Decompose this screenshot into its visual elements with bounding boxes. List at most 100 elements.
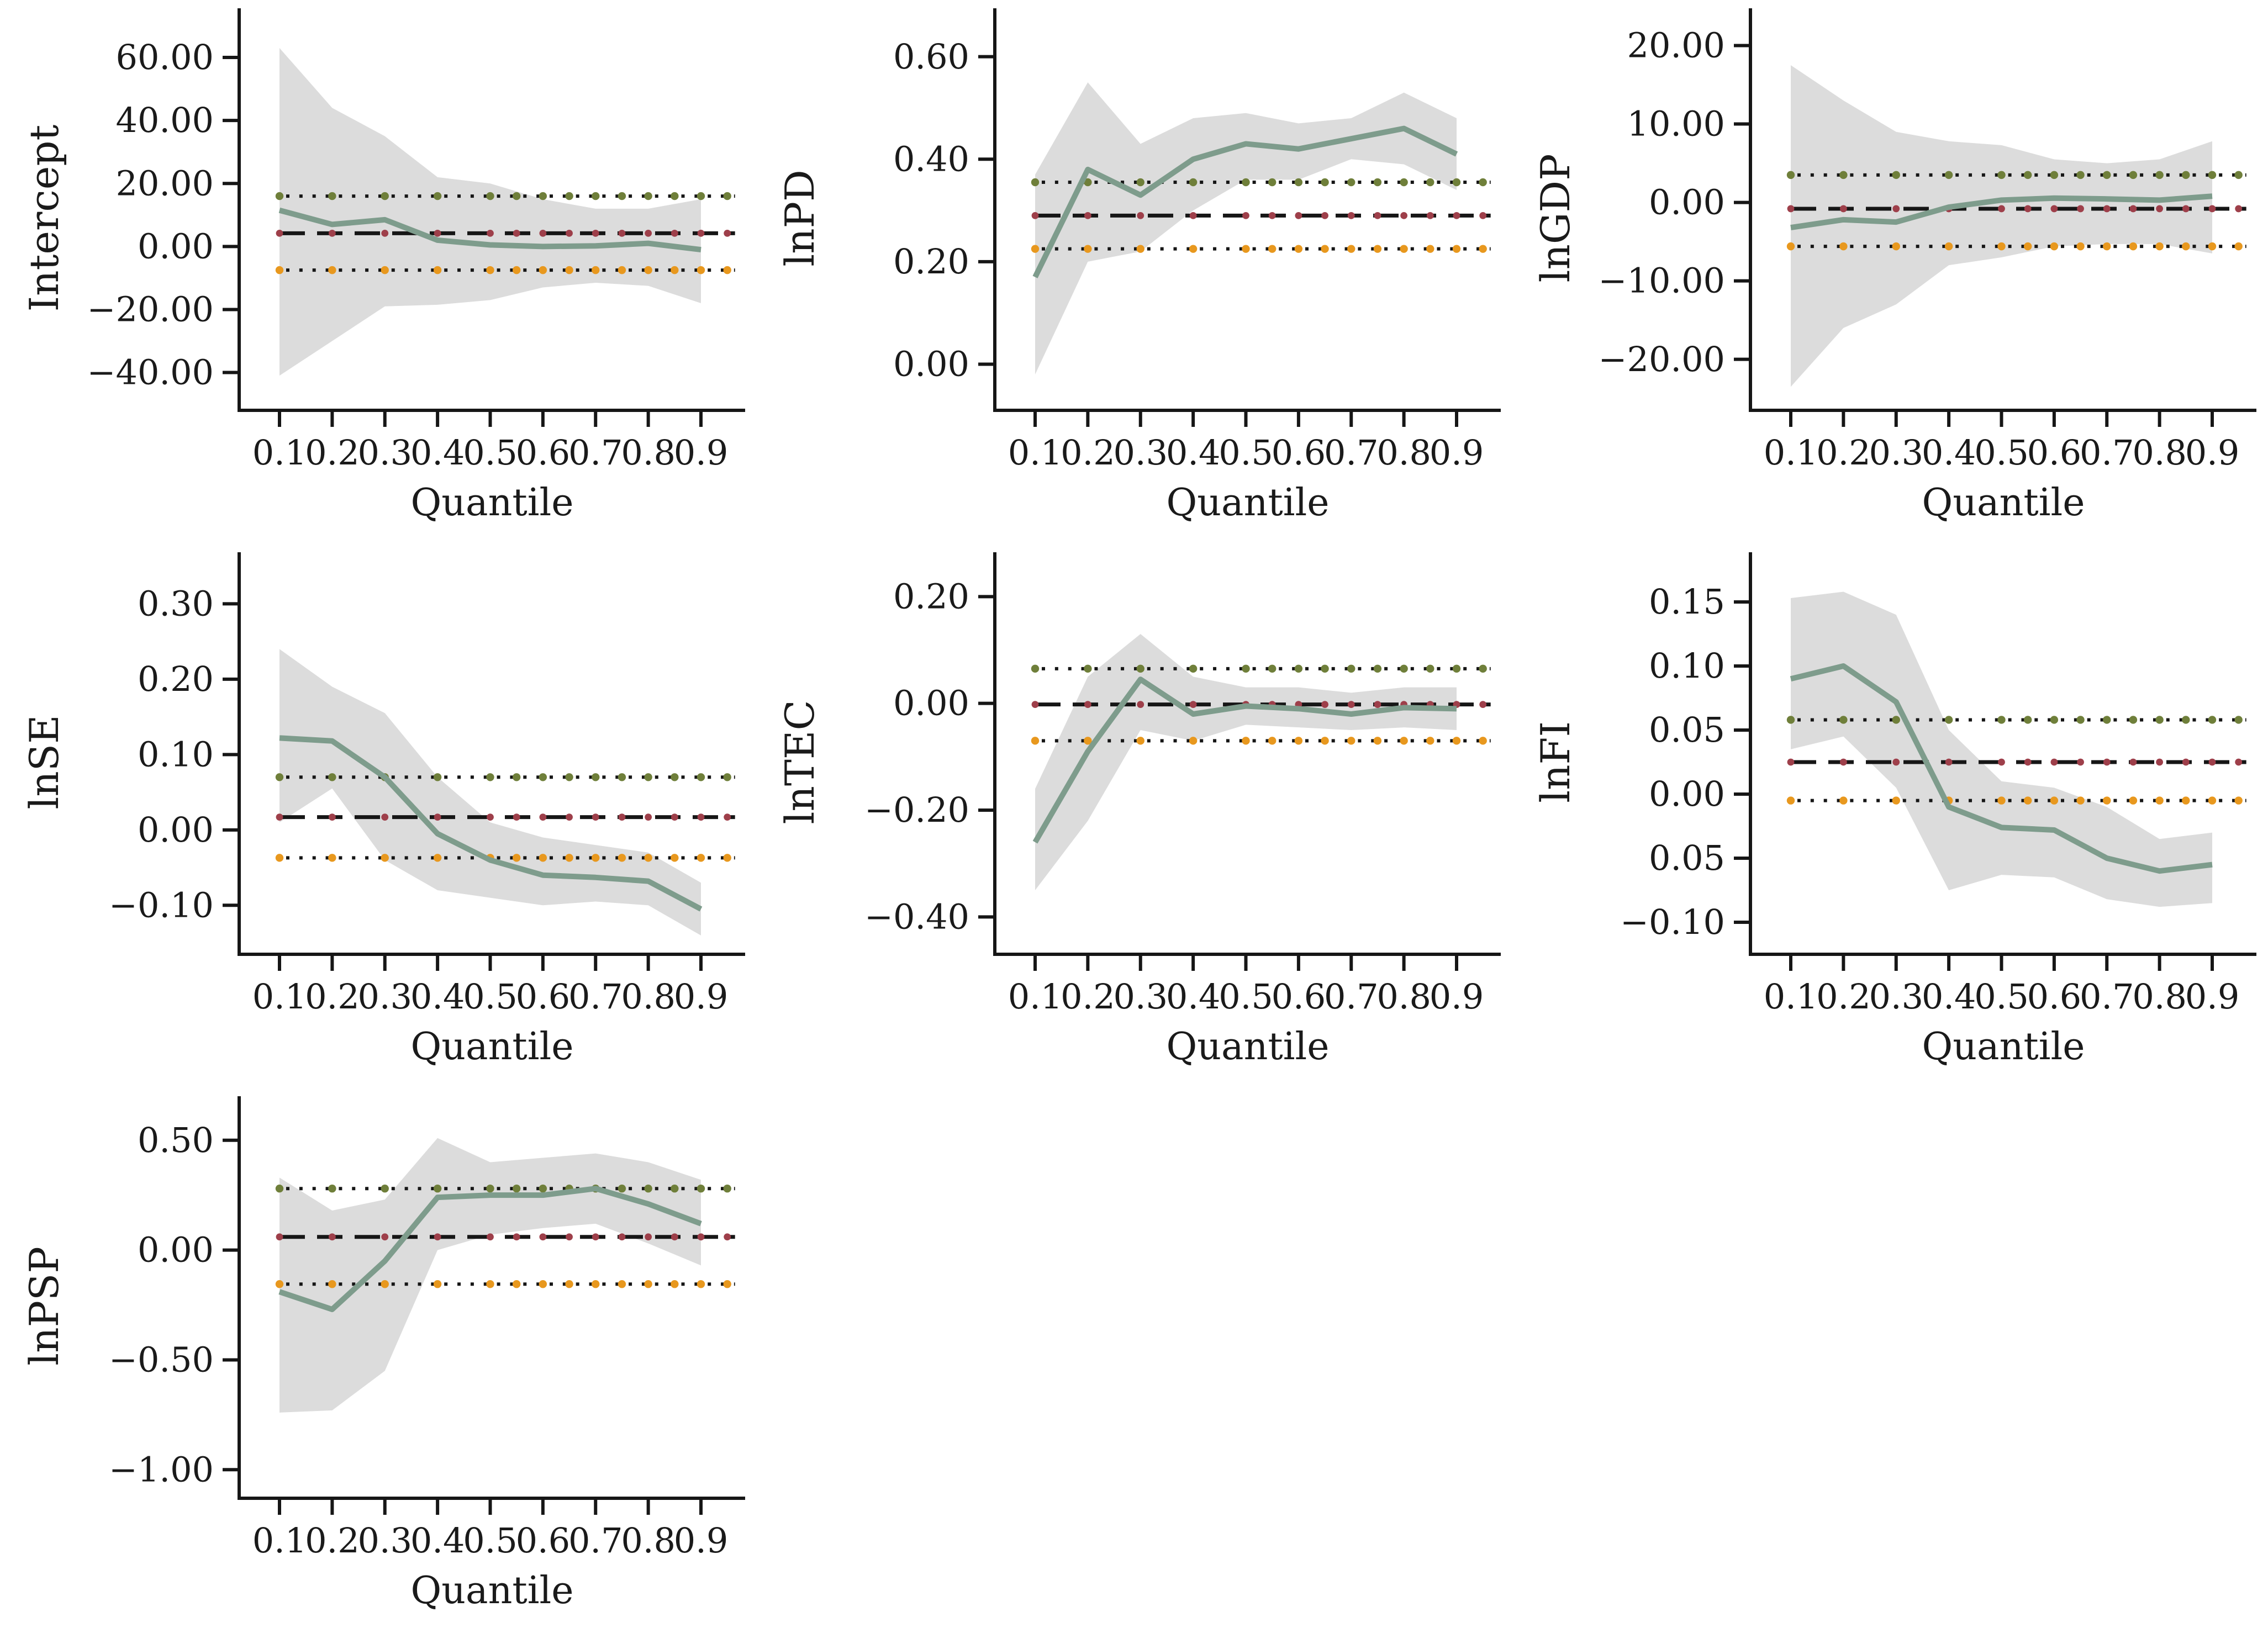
x-tick-label: 0.3 (357, 976, 412, 1017)
ols-ci-upper-marker (618, 773, 626, 781)
x-tick-label: 0.9 (1430, 432, 1484, 473)
ols-estimate-marker (1892, 205, 1900, 213)
y-axis-title: Intercept (21, 125, 67, 312)
ols-ci-lower-marker (1944, 242, 1953, 251)
ols-ci-upper-marker (723, 192, 731, 200)
y-tick-label: 20.00 (116, 163, 214, 203)
y-tick-label: 40.00 (116, 100, 214, 140)
ols-ci-upper-marker (592, 192, 600, 200)
ols-ci-lower-marker (1242, 245, 1250, 253)
ols-ci-lower-marker (1084, 245, 1092, 253)
x-tick-label: 0.3 (1869, 976, 1923, 1017)
ols-ci-upper-marker (2076, 171, 2085, 179)
x-tick-label: 0.9 (674, 432, 729, 473)
x-axis-title: Quantile (411, 1025, 574, 1069)
ols-estimate-marker (1426, 212, 1434, 219)
ols-ci-lower-marker (381, 1280, 389, 1288)
ols-ci-lower-marker (565, 854, 573, 862)
x-tick-label: 0.1 (1764, 432, 1818, 473)
ols-ci-upper-marker (1321, 178, 1329, 187)
ols-estimate-marker (1321, 212, 1328, 219)
x-tick-label: 0.6 (1272, 432, 1326, 473)
ols-estimate-marker (1479, 701, 1487, 708)
x-tick-label: 0.7 (1324, 432, 1379, 473)
ols-estimate-marker (1031, 212, 1039, 219)
quantile-estimate-line (278, 207, 702, 253)
ols-ci-upper-marker (2103, 716, 2111, 724)
x-tick-label: 0.4 (1922, 976, 1976, 1017)
y-tick-label: 0.00 (893, 344, 969, 384)
chart-lngdp-canvas: 20.0010.000.00−10.00−20.000.10.20.30.40.… (1532, 8, 2256, 525)
ols-estimate-marker (671, 1233, 678, 1241)
ols-ci-upper-marker (1944, 171, 1953, 179)
x-axis-title: Quantile (411, 1569, 574, 1613)
ols-estimate-marker (2235, 758, 2243, 766)
y-tick-label: −0.20 (864, 790, 969, 830)
y-axis-title: lnFI (1532, 721, 1579, 803)
ols-estimate-marker (487, 813, 494, 821)
ols-estimate-marker (618, 229, 626, 237)
y-tick-label: 0.00 (138, 1230, 214, 1270)
x-tick-label: 0.9 (1430, 976, 1484, 1017)
ols-ci-upper-marker (618, 192, 626, 200)
ols-ci-upper-marker (2023, 716, 2032, 724)
ols-ci-upper-marker (1031, 178, 1040, 187)
y-tick-label: 0.60 (893, 36, 969, 77)
ols-ci-lower-marker (723, 854, 731, 862)
ols-ci-upper-marker (328, 773, 336, 781)
ols-estimate-marker (2182, 205, 2190, 213)
ols-ci-lower-marker (2129, 796, 2138, 805)
x-tick-label: 0.3 (1113, 976, 1168, 1017)
ols-estimate-marker (2208, 205, 2216, 213)
y-tick-label: 0.20 (893, 576, 969, 616)
ols-ci-upper-marker (592, 773, 600, 781)
ols-ci-upper-marker (723, 773, 731, 781)
chart-lnpd: 0.60 0.40 0.20 0.00 0.1 0.2 0.3 0.4 0.5 0.6 0.7 0.8… (756, 1, 1512, 545)
ols-ci-lower-marker (1452, 737, 1461, 745)
ols-ci-lower-marker (1189, 737, 1198, 745)
ols-ci-lower-marker (723, 266, 731, 274)
ols-estimate-marker (1189, 212, 1197, 219)
ols-ci-lower-marker (328, 854, 336, 862)
ols-estimate-marker (2103, 758, 2111, 766)
x-tick-label: 0.8 (621, 1520, 676, 1561)
ols-ci-lower-marker (1400, 245, 1408, 253)
x-tick-label: 0.9 (2185, 432, 2240, 473)
ols-ci-lower-marker (2076, 796, 2085, 805)
ols-ci-upper-marker (2208, 171, 2217, 179)
ols-estimate-marker (1453, 212, 1460, 219)
ols-estimate-marker (1137, 212, 1144, 219)
ols-ci-lower-marker (2208, 796, 2217, 805)
x-axis-title: Quantile (1167, 481, 1330, 525)
ols-estimate-marker (1321, 701, 1328, 708)
ols-estimate-marker (1031, 701, 1039, 708)
ols-ci-upper-marker (381, 192, 389, 200)
chart-lnse: 0.30 0.20 0.10 0.00 −0.10 0.1 0.2 0.3 0.4 0.5 0.6 0… (1, 545, 756, 1088)
ols-ci-lower-marker (1892, 796, 1900, 805)
ols-estimate-marker (1137, 701, 1144, 708)
y-axis-title: lnPD (777, 170, 823, 267)
x-tick-label: 0.8 (1376, 976, 1431, 1017)
ols-estimate-marker (1295, 212, 1302, 219)
ols-ci-lower-marker (2050, 796, 2059, 805)
y-axis-title: lnSE (21, 715, 67, 809)
x-tick-label: 0.5 (1219, 976, 1273, 1017)
x-tick-label: 0.6 (2027, 976, 2082, 1017)
ols-ci-lower-marker (486, 266, 494, 274)
y-tick-label: 0.10 (1649, 646, 1725, 686)
ols-ci-lower-marker (1294, 245, 1303, 253)
chart-lnse-canvas: 0.300.200.100.00−0.100.10.20.30.40.50.60… (21, 552, 745, 1069)
ols-ci-lower-marker (1839, 796, 1848, 805)
ols-ci-lower-marker (1294, 737, 1303, 745)
ols-ci-lower-marker (1189, 245, 1198, 253)
ols-estimate-marker (1084, 212, 1091, 219)
chart-lnfi: 0.15 0.10 0.05 0.00 0.05 −0.10 0.1 0.2 0.3 0.4 0.5… (1512, 545, 2267, 1088)
ci-band (279, 47, 701, 376)
ci-band (1035, 82, 1457, 375)
ols-ci-lower-marker (486, 1280, 494, 1288)
y-tick-label: 0.30 (138, 583, 214, 623)
ols-ci-upper-marker (328, 1185, 336, 1193)
ols-ci-lower-marker (1031, 737, 1040, 745)
ols-ci-upper-marker (2155, 171, 2164, 179)
ols-ci-lower-marker (1347, 245, 1355, 253)
